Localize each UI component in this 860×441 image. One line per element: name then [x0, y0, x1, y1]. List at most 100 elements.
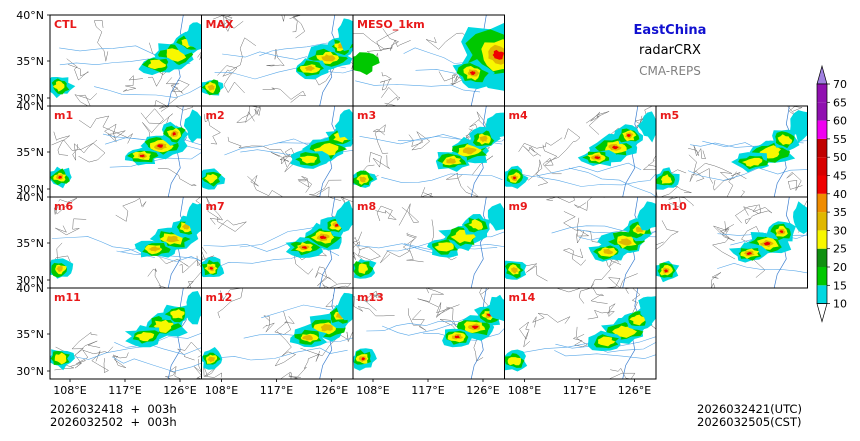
province-boundary	[76, 346, 114, 364]
panel-label: CTL	[54, 18, 77, 31]
colorbar-segment	[817, 230, 827, 249]
echo-cell	[661, 174, 673, 184]
province-boundary	[656, 220, 680, 250]
river	[513, 162, 642, 178]
colorbar-label: 70	[833, 78, 847, 91]
river	[386, 231, 505, 252]
province-boundary	[201, 245, 214, 262]
province-boundary	[688, 154, 733, 180]
river	[355, 80, 481, 93]
province-boundary	[572, 288, 608, 304]
longitude-label: 108°E	[508, 384, 541, 397]
colorbar-label: 40	[833, 188, 847, 201]
colorbar: 10 15 20 25 30 35 40 45 50 55 60 65 70	[816, 64, 847, 323]
river	[687, 167, 808, 181]
province-boundary	[293, 350, 321, 379]
province-boundary	[711, 227, 736, 260]
province-boundary	[545, 288, 592, 304]
province-boundary	[726, 171, 745, 197]
echo-cell	[321, 54, 336, 62]
province-boundary	[574, 197, 605, 211]
echo-cell	[468, 219, 484, 230]
province-boundary	[154, 77, 180, 106]
river	[112, 356, 202, 372]
province-boundary	[217, 288, 244, 319]
echo-cell	[612, 325, 637, 338]
panel-label: m11	[54, 291, 81, 304]
province-boundary	[213, 15, 233, 32]
province-boundary	[531, 312, 571, 328]
province-boundary	[274, 331, 297, 367]
province-boundary	[523, 145, 542, 157]
echo-cell	[462, 147, 477, 155]
echo-cell	[629, 314, 647, 326]
province-boundary	[227, 136, 286, 157]
echo-cell	[166, 235, 180, 243]
panel-m13: m13	[352, 287, 505, 380]
province-boundary	[372, 124, 389, 154]
river	[717, 262, 808, 274]
echo-cell	[361, 357, 365, 361]
panel-meso-1km: MESO_1km	[352, 14, 505, 107]
echo-cell	[148, 59, 167, 70]
province-boundary	[176, 341, 202, 361]
echo-cell	[204, 173, 218, 184]
echo-cell	[489, 294, 505, 322]
river	[366, 316, 471, 332]
echo-cell	[337, 18, 353, 52]
longitude-label: 117°E	[411, 384, 444, 397]
echo-cell	[487, 203, 505, 231]
province-boundary	[542, 144, 562, 175]
province-boundary	[418, 187, 434, 197]
province-boundary	[270, 152, 291, 165]
province-boundary	[206, 197, 224, 225]
river	[116, 250, 202, 262]
echo-cell	[446, 157, 456, 164]
province-boundary	[91, 350, 110, 373]
echo-cell	[434, 242, 454, 252]
echo-cell	[358, 263, 368, 274]
echo-cell	[789, 110, 808, 143]
echo-cell	[793, 201, 808, 234]
longitude-label: 126°E	[315, 384, 348, 397]
river	[114, 332, 202, 348]
province-boundary	[585, 111, 610, 135]
province-boundary	[78, 115, 133, 144]
province-boundary	[115, 197, 147, 222]
echo-cell	[626, 134, 631, 137]
river	[224, 137, 346, 156]
province-boundary	[713, 171, 747, 191]
echo-cell	[664, 269, 668, 273]
latitude-label: 30°N	[16, 365, 44, 378]
colorbar-label: 25	[833, 243, 847, 256]
panel-label: m12	[206, 291, 233, 304]
province-boundary	[546, 197, 575, 203]
init-time-cst: 2026032502 + 003h	[50, 415, 177, 429]
panel-m10: m10	[655, 196, 808, 289]
echo-cell	[54, 352, 67, 365]
echo-cell	[617, 238, 632, 246]
province-boundary	[292, 15, 306, 39]
colorbar-label: 10	[833, 298, 847, 311]
province-boundary	[743, 206, 773, 216]
echo-cell	[181, 223, 190, 230]
colorbar-segment	[817, 175, 827, 194]
colorbar-extend-min	[816, 303, 828, 323]
colorbar-segment	[817, 84, 827, 103]
province-boundary	[74, 93, 98, 106]
province-boundary	[562, 248, 586, 266]
colorbar-segment	[817, 157, 827, 176]
river	[109, 152, 202, 168]
echo-cell	[597, 336, 616, 347]
init-time-utc: 2026032418 + 003h	[50, 402, 177, 416]
system-title: CMA-REPS	[639, 64, 701, 78]
panel-m9: m9	[504, 196, 657, 289]
longitude-label: 126°E	[618, 384, 651, 397]
echo-cell	[170, 309, 185, 319]
province-boundary	[353, 236, 363, 260]
latitude-label: 40°N	[16, 191, 44, 204]
province-boundary	[315, 266, 337, 286]
province-boundary	[668, 197, 694, 209]
latitude-label: 30°N	[16, 183, 44, 196]
echo-cell	[746, 252, 752, 255]
